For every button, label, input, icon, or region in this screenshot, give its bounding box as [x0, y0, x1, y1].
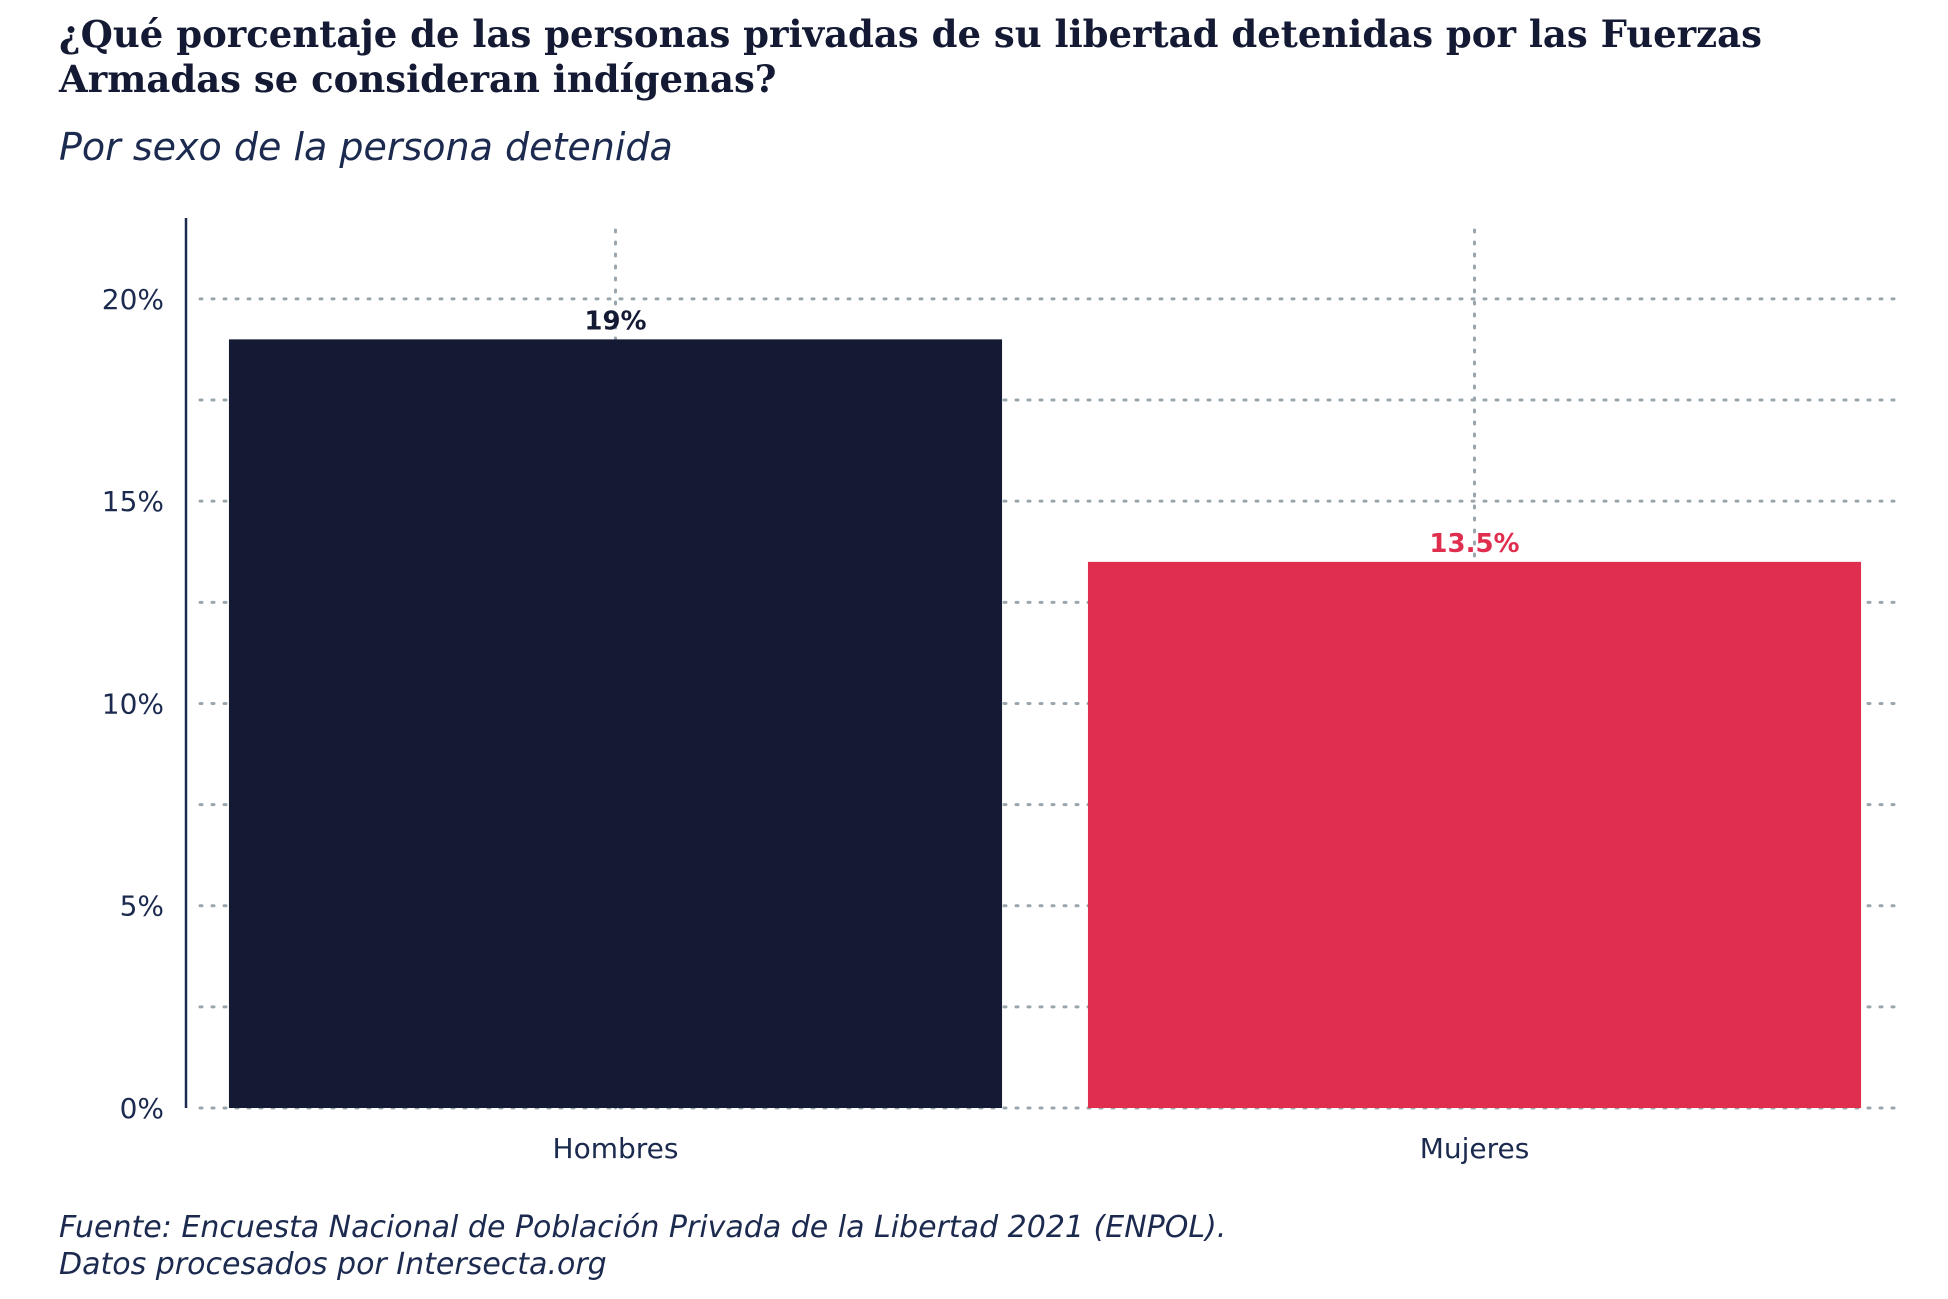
x-axis-ticks: Hombres Mujeres — [553, 1132, 1530, 1165]
bar-hombres — [228, 339, 1003, 1108]
chart-title: ¿Qué porcentaje de las personas privadas… — [59, 12, 1762, 101]
data-label-mujeres: 13.5% — [1429, 529, 1519, 559]
x-tick-label-mujeres: Mujeres — [1420, 1132, 1530, 1165]
y-tick-label-1: 5% — [120, 890, 164, 923]
y-axis-ticks: 0% 5% 10% 15% 20% — [102, 283, 164, 1125]
y-tick-label-2: 10% — [102, 687, 164, 720]
data-labels: 19% 13.5% — [584, 306, 1519, 559]
source-caption: Fuente: Encuesta Nacional de Población P… — [59, 1209, 1226, 1283]
y-tick-label-0: 0% — [120, 1092, 164, 1125]
source-line-1: Fuente: Encuesta Nacional de Población P… — [59, 1210, 1227, 1245]
y-tick-label-4: 20% — [102, 283, 164, 316]
data-label-hombres: 19% — [584, 306, 646, 336]
source-line-2: Datos procesados por Intersecta.org — [59, 1247, 607, 1282]
x-tick-label-hombres: Hombres — [553, 1132, 679, 1165]
y-tick-label-3: 15% — [102, 485, 164, 518]
bars — [228, 339, 1862, 1108]
chart-subtitle: Por sexo de la persona detenida — [59, 125, 673, 169]
bar-mujeres — [1087, 561, 1862, 1108]
bar-chart: 19% 13.5% 0% 5% 10% 15% 20% Hombres Mujeres — [102, 218, 1906, 1165]
